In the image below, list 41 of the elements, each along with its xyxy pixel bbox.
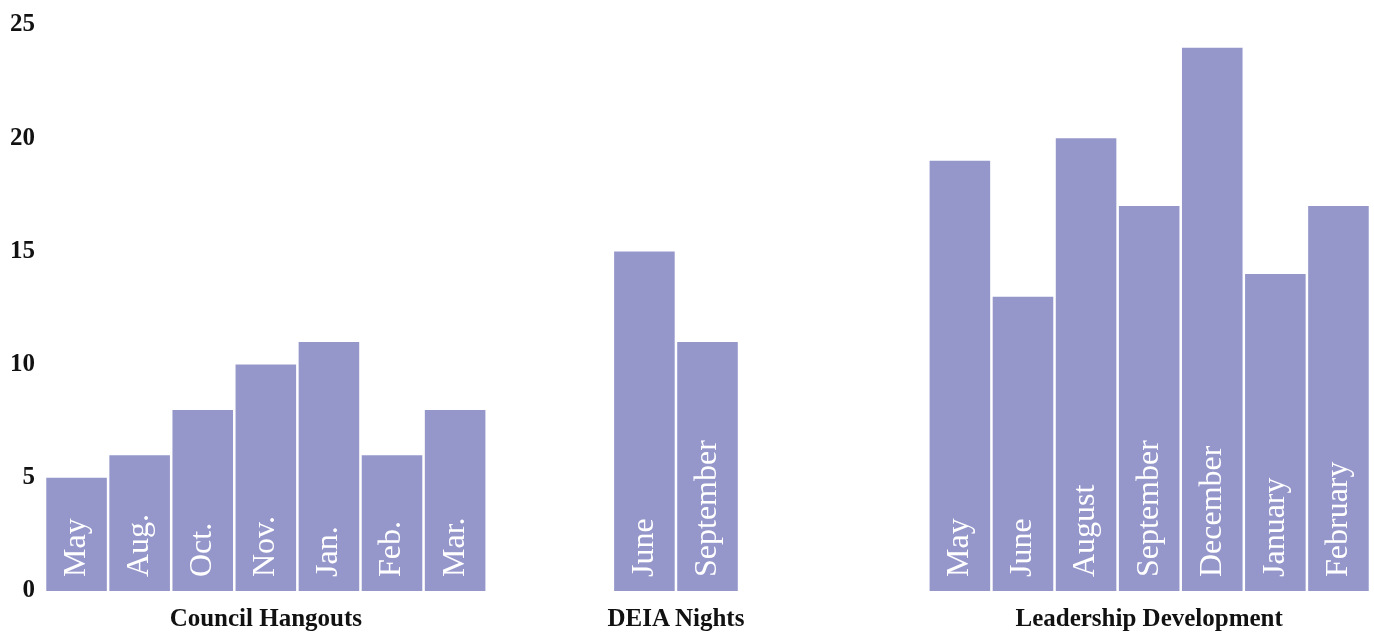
text: Leadership Development (1015, 603, 1284, 631)
x-tick-label: Nov. (245, 515, 282, 577)
bar (614, 251, 675, 591)
bar (677, 341, 738, 591)
y-tick-label: 15 (10, 235, 35, 263)
y-tick-label: 10 (10, 349, 35, 377)
text: DEIA Nights (607, 603, 745, 631)
y-tick-label: 25 (10, 9, 35, 37)
x-tick-label: January (1254, 477, 1291, 577)
bar (1118, 206, 1180, 591)
bar (992, 296, 1054, 591)
y-tick-label: 20 (10, 122, 35, 150)
y-tick-label: 5 (22, 462, 35, 490)
bar (298, 341, 360, 591)
x-tick-label: Aug. (119, 513, 156, 577)
bar (929, 160, 991, 591)
bar (361, 455, 423, 591)
bar (46, 477, 107, 591)
x-tick-label: September (1128, 439, 1165, 577)
bar (235, 364, 297, 591)
x-tick-label: Feb. (371, 521, 408, 577)
x-tick-label: August (1065, 484, 1102, 577)
x-tick-label: Jan. (308, 526, 345, 577)
x-tick-label: September (686, 439, 723, 577)
bar (1055, 138, 1117, 591)
y-tick-label: 0 (22, 575, 35, 603)
x-tick-label: June (623, 518, 660, 577)
x-tick-label: May (939, 518, 976, 577)
bar (1245, 274, 1306, 591)
x-tick-label: Oct. (182, 522, 219, 577)
bar (109, 455, 170, 591)
x-tick-label: February (1317, 461, 1354, 577)
x-tick-label: Mar. (434, 517, 471, 577)
bar (1181, 47, 1243, 591)
x-tick-label: May (55, 518, 92, 577)
bar (424, 409, 486, 591)
bar (172, 409, 234, 591)
bar (1308, 206, 1369, 591)
x-tick-label: December (1191, 445, 1228, 577)
text: Council Hangouts (169, 603, 363, 631)
x-tick-label: June (1002, 518, 1039, 577)
